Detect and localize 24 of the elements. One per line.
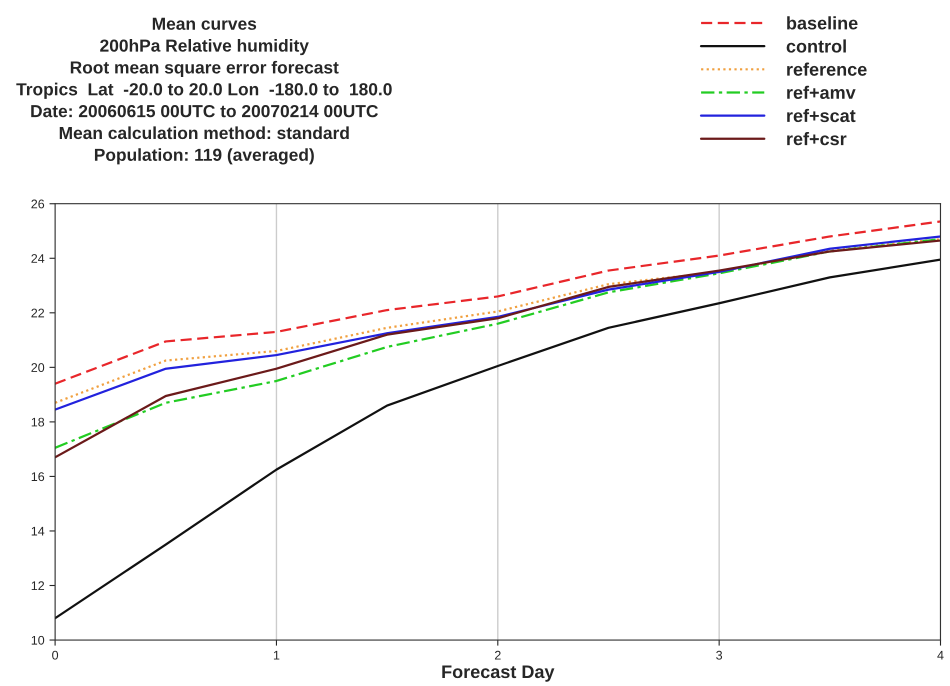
- x-tick-label: 1: [274, 650, 280, 660]
- y-tick-label: 16: [32, 472, 44, 482]
- y-tick-label: 12: [32, 581, 44, 590]
- legend-label: reference: [787, 62, 867, 76]
- chart-title: Mean curves 200hPa Relative humidity Root mean square error forecast Tropics Lat -20.0 to 20.0 Lon -180.0 to 180.0 Date: 20060615 00UTC to 20070214 00UTC Mean calculation method: standard Population: 119 (averaged): [16, 18, 392, 164]
- legend-label: control: [786, 39, 846, 53]
- y-tick-label: 20: [31, 363, 44, 372]
- legend-label: ref+amv: [787, 86, 856, 99]
- legend-label: ref+scat: [787, 108, 856, 122]
- line-series: [55, 220, 940, 385]
- legend-label: ref+csr: [787, 132, 846, 146]
- legend-label: baseline: [787, 16, 858, 30]
- y-tick-label: 18: [32, 418, 44, 427]
- x-tick-label: 0: [52, 650, 58, 660]
- x-tick-label: 2: [494, 650, 501, 660]
- y-tick-label: 24: [31, 254, 44, 263]
- line-series: [55, 258, 940, 620]
- y-tick-label: 10: [32, 636, 44, 645]
- x-tick-label: 4: [937, 650, 944, 660]
- x-axis-title: Forecast Day: [442, 666, 554, 682]
- y-tick-label: 26: [31, 200, 44, 208]
- y-tick-label: 14: [32, 526, 44, 536]
- y-tick-label: 22: [31, 308, 44, 318]
- x-tick-label: 3: [716, 650, 722, 660]
